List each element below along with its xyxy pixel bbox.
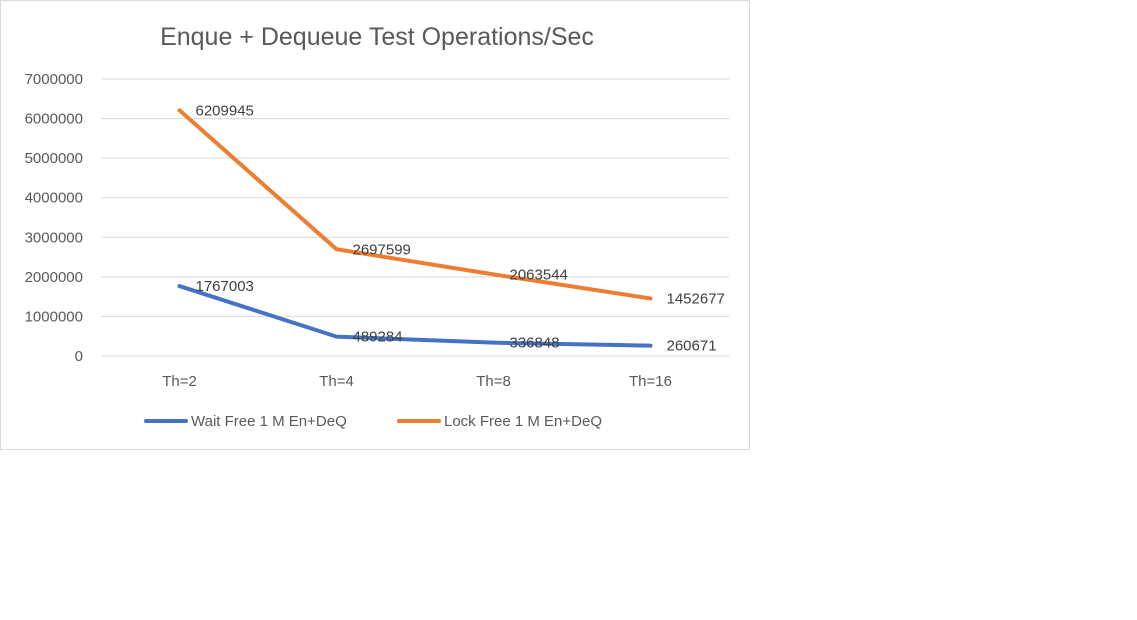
y-tick-label: 0 [75, 348, 83, 365]
chart-title: Enque + Dequeue Test Operations/Sec [160, 23, 594, 51]
data-label: 2063544 [510, 266, 568, 283]
chart-frame: Enque + Dequeue Test Operations/Sec 0 100… [0, 0, 750, 450]
x-tick-label: Th=8 [476, 373, 511, 390]
y-tick-label: 3000000 [25, 229, 83, 246]
data-label: 260671 [667, 338, 717, 355]
y-tick-label: 7000000 [25, 71, 83, 88]
series-line [177, 108, 653, 301]
y-axis-tick-labels: 0 1000000 2000000 3000000 4000000 5000000 6000… [25, 71, 83, 365]
series-lines [177, 108, 653, 348]
gridlines [101, 78, 729, 357]
data-label: 2697599 [353, 241, 411, 258]
x-tick-label: Th=2 [162, 373, 197, 390]
y-tick-label: 1000000 [25, 308, 83, 325]
series-line [177, 284, 653, 348]
data-label: 6209945 [196, 102, 254, 119]
x-tick-label: Th=4 [319, 373, 354, 390]
line-chart: Enque + Dequeue Test Operations/Sec 0 100… [25, 23, 729, 430]
legend-entry: Lock Free 1 M En+DeQ [444, 413, 602, 430]
y-tick-label: 2000000 [25, 269, 83, 286]
y-tick-label: 6000000 [25, 111, 83, 128]
data-label: 1767003 [196, 278, 254, 295]
legend: Wait Free 1 M En+DeQ Lock Free 1 M En+DeQ [144, 413, 602, 430]
y-tick-label: 4000000 [25, 190, 83, 207]
data-label: 336848 [510, 335, 560, 352]
legend-entry: Wait Free 1 M En+DeQ [191, 413, 347, 430]
data-label: 1452677 [667, 291, 725, 308]
data-labels: 1767003 489284 336848 260671 6209945 2697599 2… [196, 102, 725, 354]
x-axis-tick-labels: Th=2 Th=4 Th=8 Th=16 [162, 373, 672, 390]
data-label: 489284 [353, 329, 403, 346]
y-tick-label: 5000000 [25, 150, 83, 167]
x-tick-label: Th=16 [629, 373, 672, 390]
